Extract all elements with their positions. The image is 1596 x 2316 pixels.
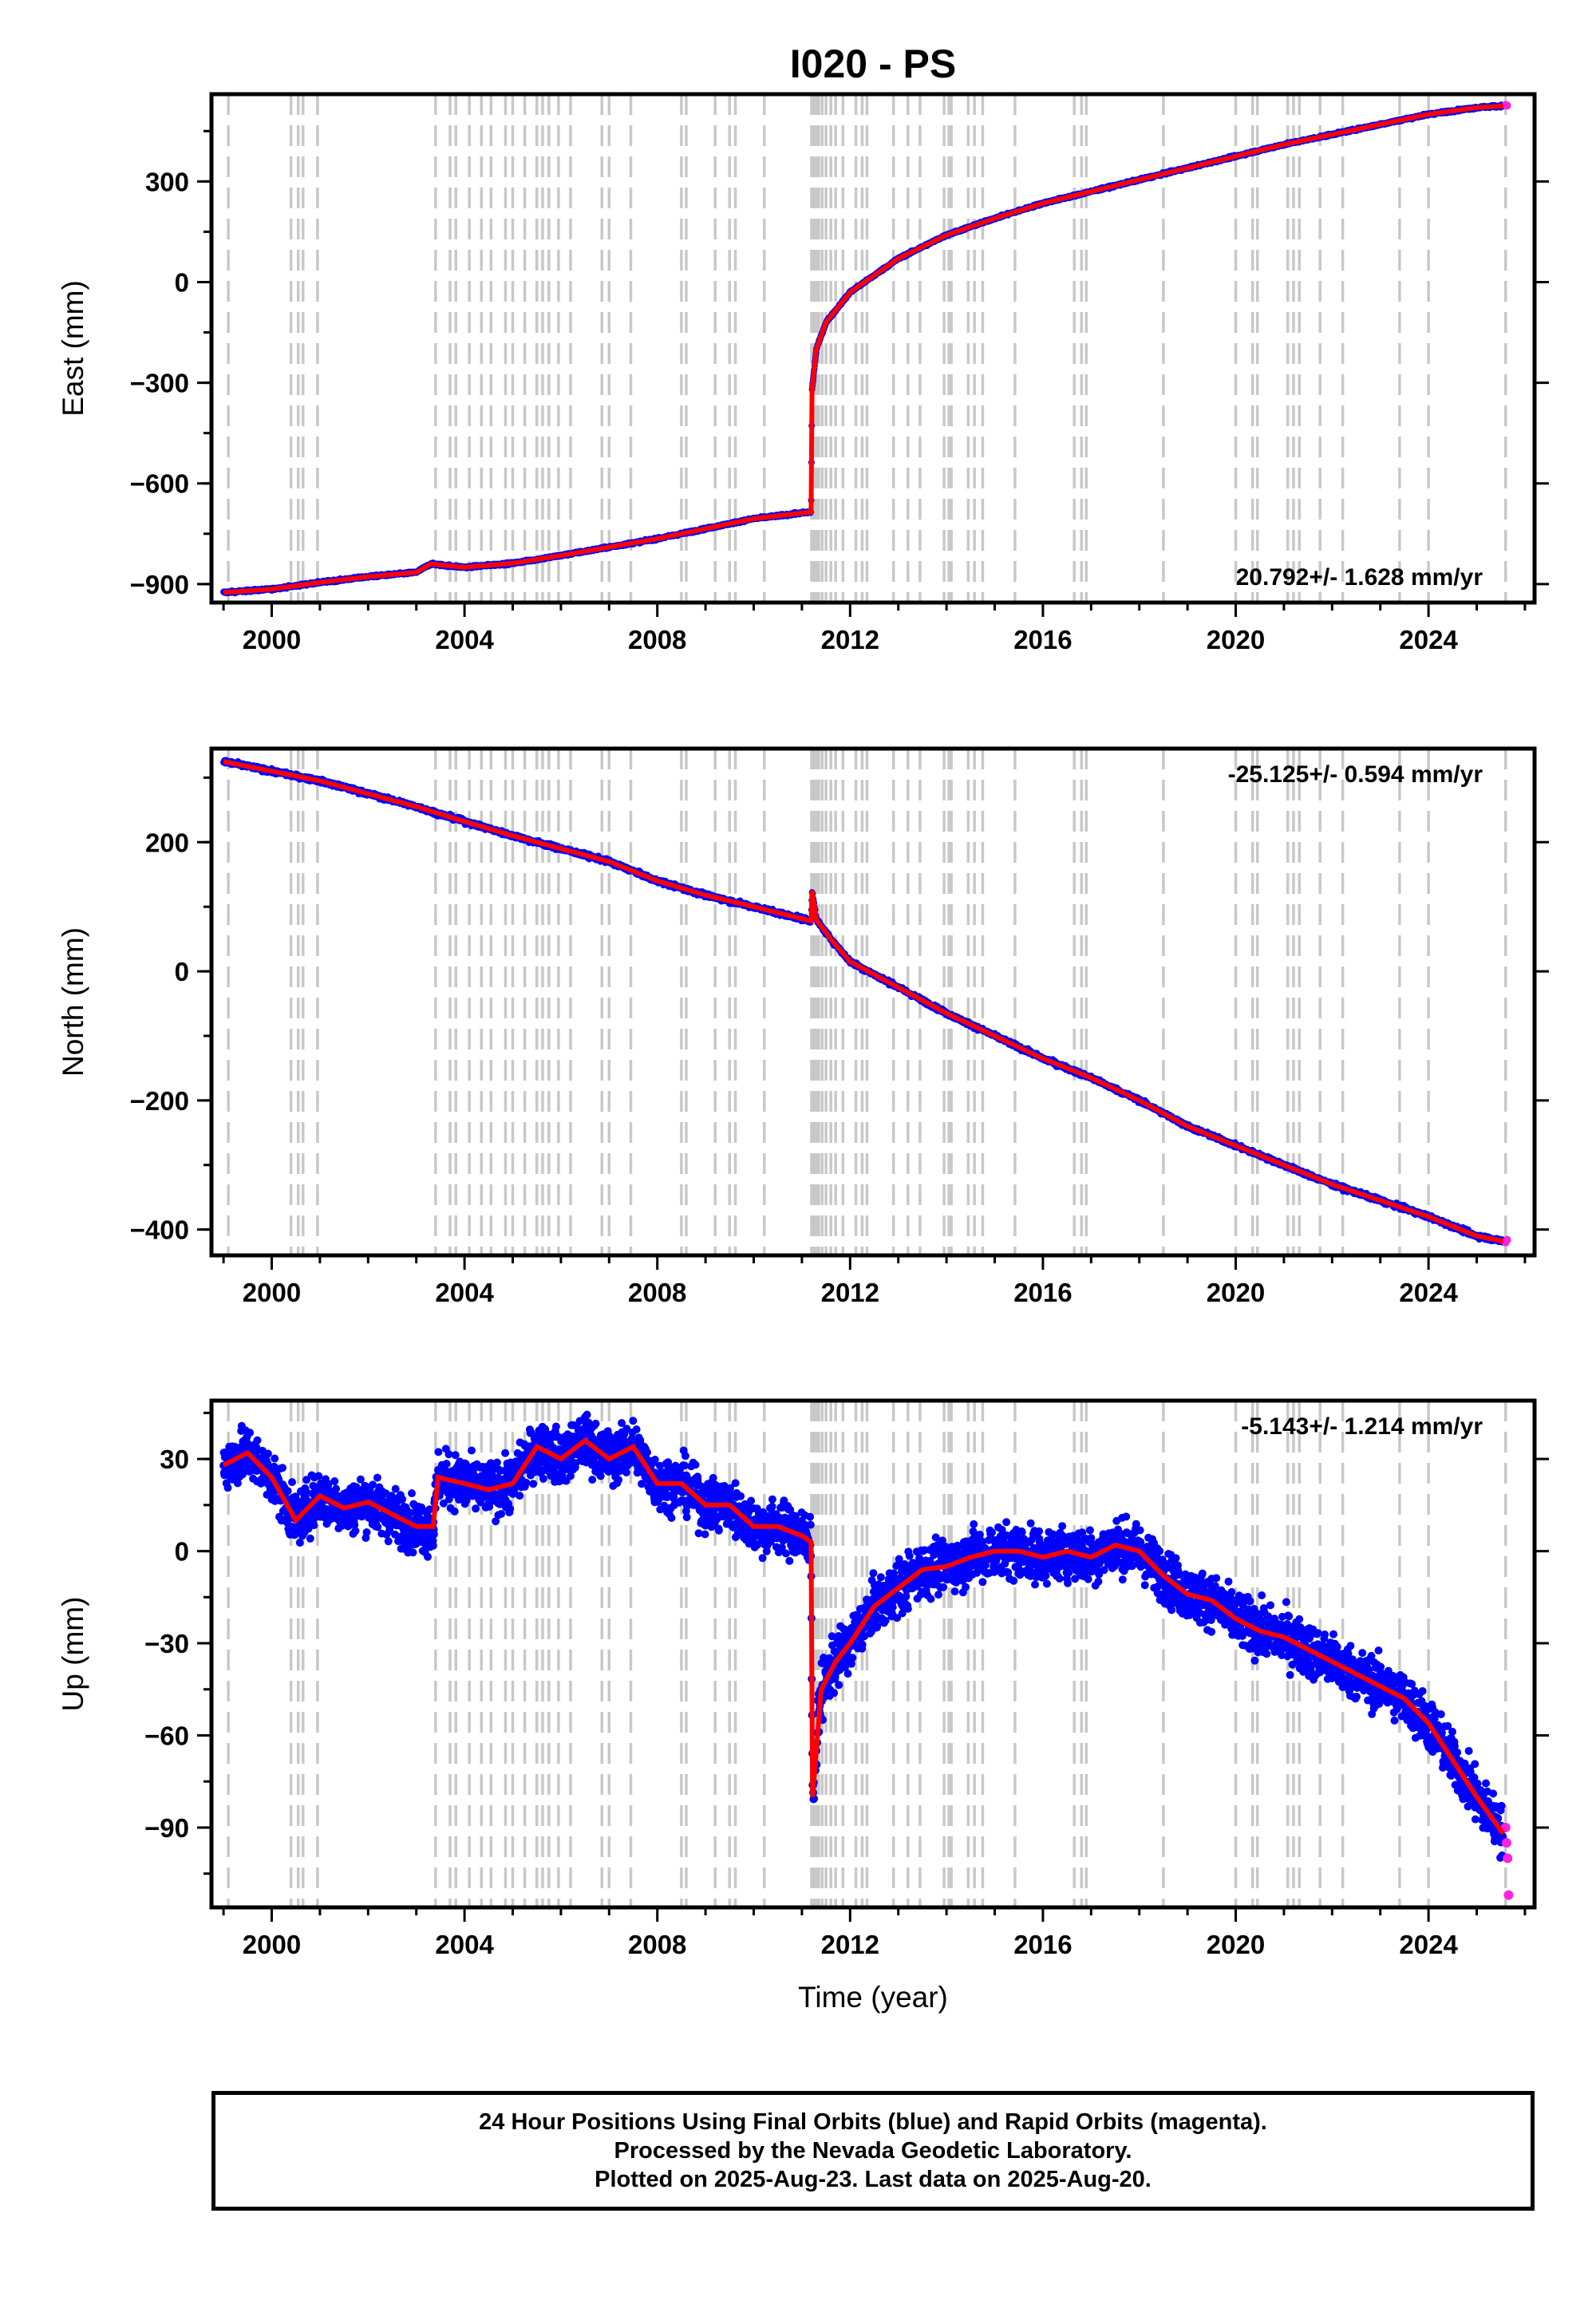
step-lines (227, 749, 1507, 1255)
y-axis-title: East (mm) (57, 280, 89, 417)
x-tick-label: 2016 (1013, 625, 1072, 654)
x-tick-label: 2004 (435, 625, 494, 654)
y-tick-label: 300 (145, 167, 189, 196)
north-panel: 2000 2004 2008 2012 2016 2020 2024−400−2000200… (57, 746, 1549, 1307)
y-tick-label: 0 (175, 267, 189, 297)
y-tick-label: −600 (130, 469, 189, 499)
east-panel: 2000 2004 2008 2012 2016 2020 2024 −900 −600 −300… (57, 92, 1549, 654)
panel-frame (209, 92, 1537, 605)
x-tick-label: 2012 (821, 625, 879, 654)
y-tick-label: −300 (130, 369, 189, 398)
rapid-orbit-point (1503, 101, 1511, 110)
step-lines (227, 94, 1507, 603)
x-tick-label: 2024 (1399, 625, 1458, 654)
y-tick-label: −900 (130, 570, 189, 599)
x-tick-label: 2000 (243, 625, 301, 654)
x-tick-label: 2008 (628, 625, 686, 654)
rate-label: 20.792+/- 1.628 mm/yr (1236, 564, 1483, 591)
model-line (223, 103, 1503, 595)
chart-title: I020 - PS (790, 41, 956, 86)
x-tick-label: 2020 (1207, 625, 1265, 654)
